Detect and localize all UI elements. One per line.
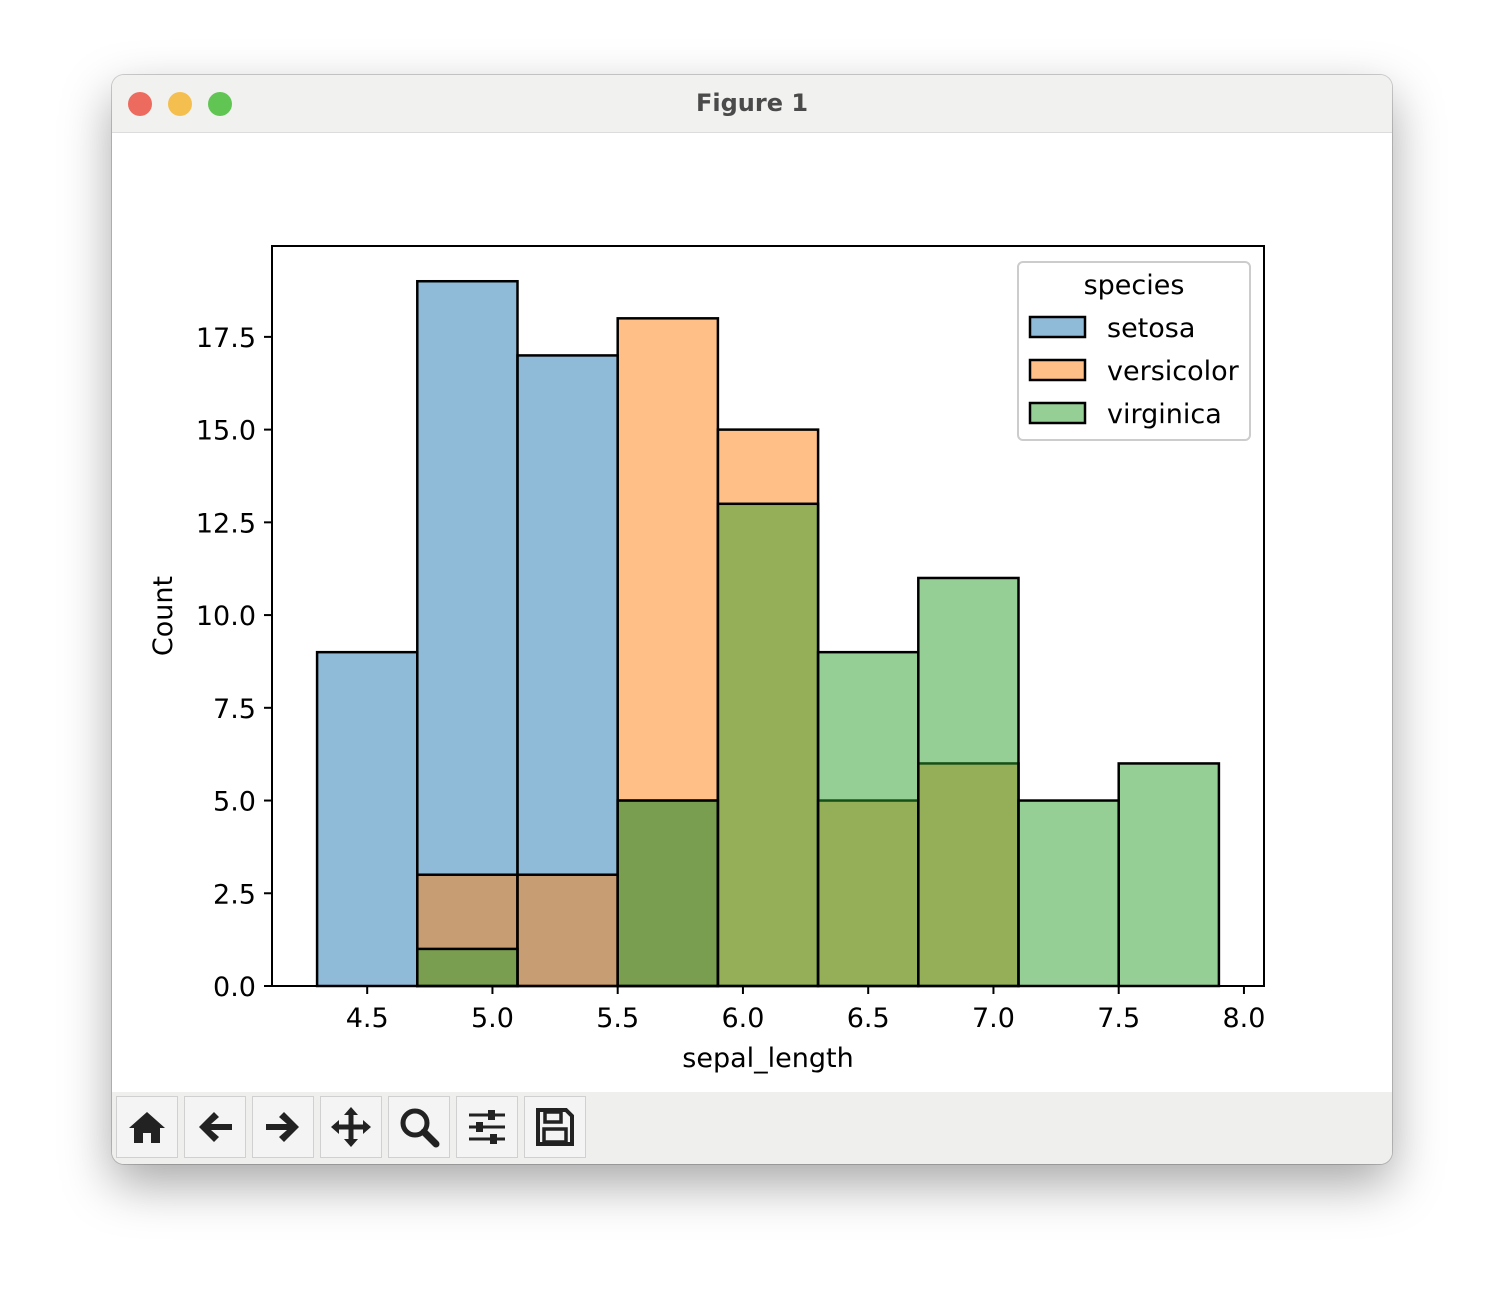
- legend-swatch-versicolor: [1028, 358, 1087, 382]
- bar-virginica: [917, 576, 1020, 988]
- x-tick-label: 5.0: [471, 1003, 514, 1034]
- x-tick-label: 7.0: [972, 1003, 1015, 1034]
- home-icon: [129, 1112, 165, 1143]
- legend-label-setosa: setosa: [1107, 313, 1195, 344]
- bar-virginica: [816, 650, 920, 988]
- back-button[interactable]: [184, 1096, 246, 1158]
- zoom-window-button[interactable]: [208, 92, 232, 116]
- y-tick-label: 10.0: [196, 601, 256, 632]
- legend-box: [1017, 261, 1251, 441]
- y-tick-label: 5.0: [213, 787, 256, 818]
- x-tick-label: 6.0: [721, 1003, 764, 1034]
- bar-virginica: [1117, 762, 1221, 988]
- sliders-icon: [469, 1110, 505, 1144]
- y-tick-label: 15.0: [196, 416, 256, 447]
- y-tick-label: 0.0: [213, 972, 256, 1003]
- y-tick-label: 2.5: [213, 879, 256, 910]
- arrow-left-icon: [199, 1112, 232, 1142]
- figure-window: Figure 1 4.5 5.0 5.5 6.0 6.5 7.0 7.5 8.0 0.0 2.5 5…: [112, 75, 1392, 1164]
- save-button[interactable]: [524, 1096, 586, 1158]
- x-tick-label: 4.5: [346, 1003, 389, 1034]
- home-button[interactable]: [116, 1096, 178, 1158]
- x-tick-label: 7.5: [1097, 1003, 1140, 1034]
- legend-swatch-setosa: [1028, 315, 1087, 339]
- y-axis-label: Count: [148, 576, 179, 656]
- bar-virginica: [416, 947, 519, 988]
- y-tick-label: 7.5: [213, 694, 256, 725]
- window-title: Figure 1: [695, 89, 809, 117]
- configure-subplots-button[interactable]: [456, 1096, 518, 1158]
- y-tick-label: 12.5: [196, 508, 256, 539]
- bar-setosa: [315, 650, 419, 988]
- title-bar: Figure 1: [112, 75, 1392, 133]
- bar-virginica: [716, 502, 820, 988]
- close-button[interactable]: [128, 92, 152, 116]
- magnifier-icon: [400, 1108, 440, 1148]
- x-tick-label: 8.0: [1222, 1003, 1265, 1034]
- legend-label-virginica: virginica: [1107, 399, 1222, 430]
- floppy-disk-icon: [536, 1108, 574, 1146]
- move-icon: [331, 1107, 371, 1147]
- x-tick-label: 5.5: [596, 1003, 639, 1034]
- arrow-right-icon: [266, 1112, 299, 1142]
- pan-button[interactable]: [320, 1096, 382, 1158]
- legend-title: species: [1084, 270, 1185, 301]
- bar-virginica: [616, 799, 720, 988]
- forward-button[interactable]: [252, 1096, 314, 1158]
- zoom-button[interactable]: [388, 1096, 450, 1158]
- legend-swatch-virginica: [1028, 401, 1087, 425]
- y-tick-label: 17.5: [196, 323, 256, 354]
- minimize-button[interactable]: [168, 92, 192, 116]
- navigation-toolbar: [112, 1092, 1392, 1164]
- bar-virginica: [1017, 799, 1120, 988]
- histogram-chart: 4.5 5.0 5.5 6.0 6.5 7.0 7.5 8.0 0.0 2.5 5.0 7.5 10.0…: [148, 245, 1265, 1074]
- x-tick-label: 6.5: [847, 1003, 890, 1034]
- x-axis-label: sepal_length: [682, 1043, 853, 1074]
- legend-label-versicolor: versicolor: [1107, 356, 1240, 387]
- bar-versicolor: [516, 873, 619, 988]
